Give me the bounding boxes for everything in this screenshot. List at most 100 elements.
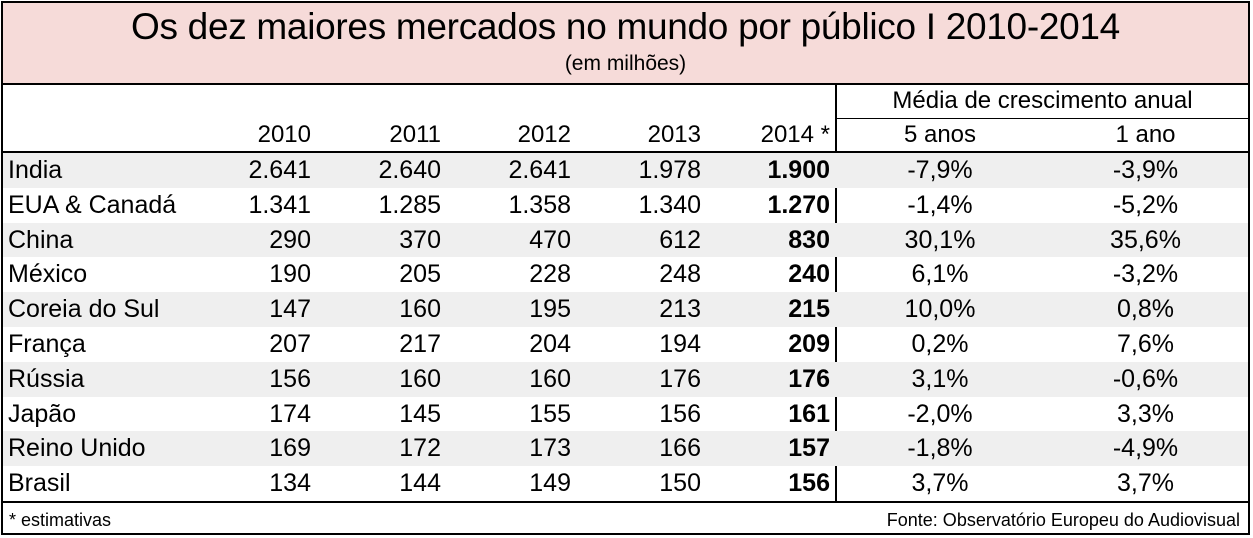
value-2011: 1.285 [378, 190, 441, 219]
table-row: Rússia 156 160 160 176 176 3,1% -0,6% [3, 361, 1248, 397]
growth-5-anos: 6,1% [911, 260, 969, 289]
country-name: EUA & Canadá [8, 190, 177, 219]
col-header-2011: 2011 [389, 121, 441, 148]
table-body: India 2.641 2.640 2.641 1.978 1.900 -7,9… [3, 153, 1248, 501]
table-row: Reino Unido 169 172 173 166 157 -1,8% -4… [3, 431, 1248, 467]
value-2010: 1.341 [248, 190, 311, 219]
country-name: Rússia [8, 364, 85, 393]
growth-1-ano: 7,6% [1117, 329, 1174, 358]
growth-group-header: Média de crescimento anual [892, 87, 1193, 114]
value-2012: 1.358 [508, 190, 571, 219]
value-2011: 172 [399, 434, 441, 463]
value-2010: 207 [269, 329, 311, 358]
table-row: Brasil 134 144 149 150 156 3,7% 3,7% [3, 466, 1248, 501]
table-row: China 290 370 470 612 830 30,1% 35,6% [3, 222, 1248, 258]
table-row: India 2.641 2.640 2.641 1.978 1.900 -7,9… [3, 153, 1248, 188]
growth-5-anos: -1,8% [907, 434, 973, 463]
value-2014: 161 [788, 399, 830, 428]
value-2014: 240 [788, 260, 830, 289]
growth-1-ano: 35,6% [1110, 225, 1181, 254]
value-2013: 213 [659, 295, 701, 324]
value-2014: 830 [788, 225, 830, 254]
value-2011: 370 [399, 225, 441, 254]
value-2012: 470 [529, 225, 571, 254]
growth-1-ano: 3,7% [1117, 469, 1174, 498]
growth-5-anos: -2,0% [907, 399, 973, 428]
value-2014: 1.900 [767, 156, 830, 184]
country-name: Japão [8, 399, 77, 428]
value-2012: 228 [529, 260, 571, 289]
country-name: Reino Unido [8, 434, 146, 463]
value-2014: 176 [788, 364, 830, 393]
growth-5-anos: 3,7% [911, 469, 969, 498]
country-name: México [8, 260, 88, 289]
value-2013: 150 [659, 469, 701, 498]
col-header-2013: 2013 [647, 121, 701, 148]
value-2013: 612 [659, 225, 701, 254]
value-2010: 2.641 [248, 156, 311, 184]
table-row: Coreia do Sul 147 160 195 213 215 10,0% … [3, 292, 1248, 327]
col-header-5-anos: 5 anos [903, 121, 977, 148]
growth-1-ano: -5,2% [1112, 190, 1179, 219]
value-2012: 155 [529, 399, 571, 428]
growth-1-ano: 0,8% [1117, 295, 1174, 324]
value-2011: 2.640 [378, 156, 441, 184]
growth-header-divider [837, 118, 1248, 119]
value-2012: 160 [529, 364, 571, 393]
value-2013: 1.978 [638, 156, 701, 184]
value-2013: 156 [659, 399, 701, 428]
col-header-2012: 2012 [517, 121, 571, 148]
growth-5-anos: 3,1% [911, 364, 969, 393]
growth-1-ano: -3,9% [1112, 156, 1179, 184]
table-header-band: Os dez maiores mercados no mundo por púb… [3, 3, 1248, 85]
value-2014: 209 [788, 329, 830, 358]
col-header-2010: 2010 [257, 121, 311, 148]
value-2012: 195 [529, 295, 571, 324]
table-row: França 207 217 204 194 209 0,2% 7,6% [3, 327, 1248, 362]
growth-1-ano: -3,2% [1112, 260, 1179, 289]
country-name: China [8, 225, 74, 254]
value-2013: 194 [659, 329, 701, 358]
footer-divider [3, 501, 1248, 503]
value-2010: 174 [269, 399, 311, 428]
growth-5-anos: 0,2% [911, 329, 969, 358]
growth-1-ano: -4,9% [1112, 434, 1179, 463]
table-row: EUA & Canadá 1.341 1.285 1.358 1.340 1.2… [3, 188, 1248, 223]
value-2010: 190 [269, 260, 311, 289]
value-2010: 156 [269, 364, 311, 393]
value-2010: 169 [269, 434, 311, 463]
col-header-1-ano: 1 ano [1115, 121, 1176, 148]
value-2012: 149 [529, 469, 571, 498]
value-2014: 215 [788, 295, 830, 324]
growth-5-anos: 10,0% [904, 295, 976, 324]
source-note: Fonte: Observatório Europeu do Audiovisu… [886, 510, 1240, 530]
value-2010: 290 [269, 225, 311, 254]
value-2012: 173 [529, 434, 571, 463]
country-name: India [8, 156, 63, 184]
growth-5-anos: -1,4% [907, 190, 973, 219]
value-2014: 157 [788, 434, 830, 463]
value-2012: 2.641 [508, 156, 571, 184]
growth-5-anos: 30,1% [904, 225, 976, 254]
country-name: Brasil [8, 469, 71, 498]
table-row: Japão 174 145 155 156 161 -2,0% 3,3% [3, 397, 1248, 432]
value-2010: 147 [269, 295, 311, 324]
table-subtitle: (em milhões) [564, 52, 687, 75]
country-name: Coreia do Sul [8, 295, 160, 324]
value-2013: 1.340 [638, 190, 701, 219]
value-2010: 134 [269, 469, 311, 498]
growth-1-ano: 3,3% [1117, 399, 1174, 428]
value-2014: 1.270 [767, 190, 830, 219]
col-header-2014: 2014 * [760, 121, 830, 148]
value-2014: 156 [788, 469, 830, 498]
table-title: Os dez maiores mercados no mundo por púb… [131, 6, 1120, 47]
value-2011: 205 [399, 260, 441, 289]
value-2011: 144 [399, 469, 441, 498]
growth-5-anos: -7,9% [907, 156, 973, 184]
value-2013: 166 [659, 434, 701, 463]
value-2011: 160 [399, 364, 441, 393]
header-divider [3, 151, 1248, 153]
country-name: França [8, 329, 86, 358]
value-2013: 176 [659, 364, 701, 393]
